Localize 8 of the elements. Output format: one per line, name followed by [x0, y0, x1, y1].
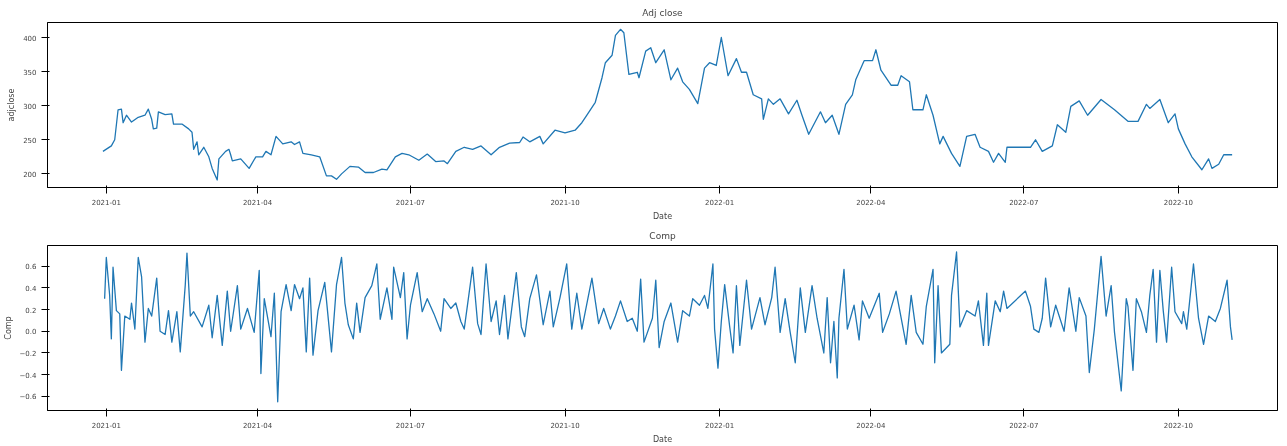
y-axis-title: Comp	[3, 316, 13, 340]
x-axis-title: Date	[652, 434, 673, 444]
chart-title: Adj close	[642, 7, 684, 18]
x-axis-title: Date	[652, 211, 673, 221]
line-series	[103, 251, 1233, 403]
y-axis-title: adjclose	[7, 88, 17, 122]
line-series	[102, 28, 1233, 181]
chart-title: Comp	[649, 230, 676, 241]
